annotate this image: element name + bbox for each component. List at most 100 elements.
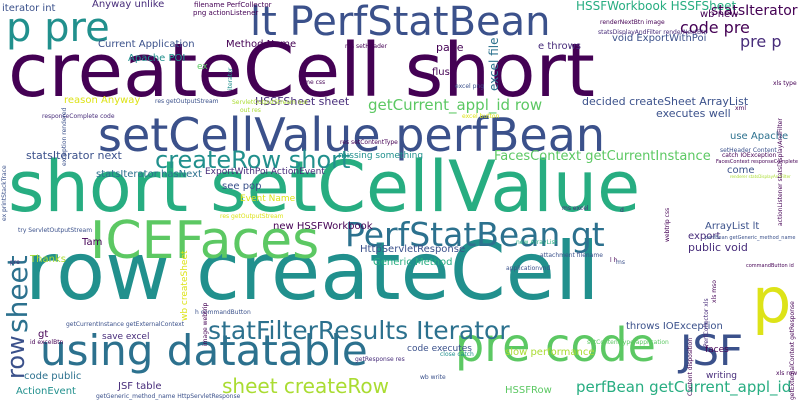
cloud-word: HSSFWorkbook HSSFSheet xyxy=(576,0,737,13)
cloud-word: ms xyxy=(616,259,625,266)
cloud-word: new HSSFWorkbook xyxy=(273,221,373,232)
cloud-word: executes well xyxy=(656,107,731,120)
cloud-word: applicationvnd xyxy=(506,265,551,272)
cloud-word: responseComplete code xyxy=(42,113,115,120)
cloud-word: lt PerfStatBean xyxy=(250,0,551,45)
cloud-word: decided createSheet ArrayList xyxy=(582,95,749,108)
cloud-word: pre code xyxy=(455,318,656,372)
cloud-word: setHeader Content xyxy=(720,147,777,154)
cloud-word: renderNextBtn image xyxy=(600,19,665,26)
cloud-word: statsIterator xyxy=(711,3,798,19)
cloud-word: public void xyxy=(688,241,748,254)
cloud-word: reason Anyway xyxy=(64,95,141,106)
cloud-word: xls type xyxy=(773,80,797,87)
cloud-word: Apache POI xyxy=(128,53,186,64)
cloud-word: use Apache xyxy=(730,131,789,142)
cloud-word: catch IOException xyxy=(722,152,777,159)
cloud-word: pre p xyxy=(740,32,782,51)
cloud-word: faces xyxy=(705,345,729,355)
cloud-word: Current Application xyxy=(98,39,195,50)
cloud-word: Method Name xyxy=(226,39,297,50)
cloud-word: statsIterator next xyxy=(26,149,122,162)
cloud-word: HSSFSheet sheet xyxy=(255,95,350,108)
cloud-word: ExportWithPoi ActionEvent xyxy=(205,167,325,177)
cloud-word: p pre xyxy=(6,5,110,51)
cloud-word: filename PerfCollector xyxy=(194,1,272,9)
cloud-word: void ExportWithPoi xyxy=(612,33,707,44)
cloud-word: statsIterator hasNext xyxy=(96,169,202,180)
cloud-word: createRow short xyxy=(155,146,351,174)
cloud-word: PerfStatBean gt xyxy=(345,215,605,254)
cloud-word: ICEFaces xyxy=(90,211,320,271)
cloud-word: short setCellValue xyxy=(8,146,641,228)
cloud-word: JSF table xyxy=(118,381,162,392)
cloud-word: statsDisplayAndFilter renderNextBtn xyxy=(598,29,708,36)
cloud-word: FacesContext responseComplete xyxy=(716,159,798,165)
cloud-word: xml xyxy=(735,105,747,112)
cloud-word: e throws xyxy=(538,41,581,52)
cloud-word: Content disposition xyxy=(687,337,694,396)
cloud-word: out res xyxy=(240,107,261,114)
cloud-word: excel png xyxy=(455,83,485,90)
cloud-word: iterator int xyxy=(2,3,56,14)
cloud-word: Anyway unlike xyxy=(92,0,165,10)
cloud-word: code executes xyxy=(407,344,472,354)
cloud-word: gt xyxy=(38,329,49,340)
cloud-word: wb new xyxy=(700,9,739,20)
cloud-word: new ArrayList xyxy=(516,239,557,246)
cloud-word: JSF xyxy=(680,326,744,375)
cloud-word: d xyxy=(620,207,624,214)
cloud-word: throws IOException xyxy=(626,321,723,332)
cloud-word: ActionEvent xyxy=(16,386,76,397)
cloud-word: ms excel xyxy=(562,205,589,212)
cloud-word: FacesContext getCurrentInstance xyxy=(494,149,711,164)
cloud-word: HttpServletResponse xyxy=(360,244,466,255)
cloud-word: h commandButton xyxy=(195,309,251,316)
cloud-word: perfBean getCurrent_appl_id xyxy=(576,378,792,396)
cloud-word: sheet createRow xyxy=(222,374,389,398)
cloud-word: sheet xyxy=(1,255,34,333)
cloud-word: getCurrentInstance getExternalContext xyxy=(66,321,185,328)
cloud-word: flush xyxy=(432,67,457,78)
cloud-word: res getOutputStream xyxy=(220,213,284,220)
cloud-word: iterator xyxy=(227,67,234,90)
cloud-word: ArrayList lt xyxy=(705,221,760,232)
cloud-word: createCell short xyxy=(8,28,595,114)
cloud-word: commandButton id xyxy=(746,263,794,269)
cloud-word: webtrip css xyxy=(664,207,671,242)
cloud-word: missing something xyxy=(338,151,424,161)
cloud-word: p xyxy=(752,264,792,337)
cloud-word: Tam xyxy=(82,237,103,248)
cloud-word: close catch xyxy=(440,351,474,358)
cloud-word: come xyxy=(727,165,755,176)
cloud-word: using datatable xyxy=(40,326,368,375)
cloud-word: ServletOutputStream out xyxy=(232,99,308,106)
cloud-word: getCurrent_appl_id row xyxy=(368,96,543,114)
cloud-word: code public xyxy=(24,371,82,382)
cloud-word: ex printStackTrace xyxy=(1,165,8,221)
cloud-word: rime css xyxy=(300,79,326,86)
cloud-word: pre xyxy=(10,259,20,266)
cloud-word: Thanks xyxy=(30,254,66,265)
cloud-word: export xyxy=(688,231,721,242)
cloud-word: code pre xyxy=(680,18,750,37)
cloud-word: attachment filename xyxy=(540,252,603,259)
cloud-word: res setHeader xyxy=(345,43,388,50)
cloud-word: page xyxy=(436,41,464,54)
cloud-word: image webtrip xyxy=(202,302,209,346)
cloud-word: xls mso xyxy=(711,280,718,303)
cloud-word: see pop xyxy=(222,181,262,192)
cloud-word: setCellValue perfBean xyxy=(98,108,606,162)
cloud-word: wb write xyxy=(420,374,446,381)
cloud-word: HSSFRow xyxy=(505,385,552,396)
cloud-word: actionListener statsDisplayAndFilter xyxy=(777,118,784,226)
cloud-word: excel button xyxy=(462,113,500,120)
cloud-word: wb createSheet xyxy=(180,250,190,321)
cloud-word: exception rendered xyxy=(61,107,68,166)
cloud-word: res setContentType xyxy=(340,139,398,146)
cloud-word: renderer statsDisplayAndFilter xyxy=(730,174,791,179)
cloud-word: ex xyxy=(197,62,208,72)
cloud-word: getGeneric_method_name HttpServletRespon… xyxy=(96,393,241,400)
cloud-word: Generic Method xyxy=(373,257,453,268)
